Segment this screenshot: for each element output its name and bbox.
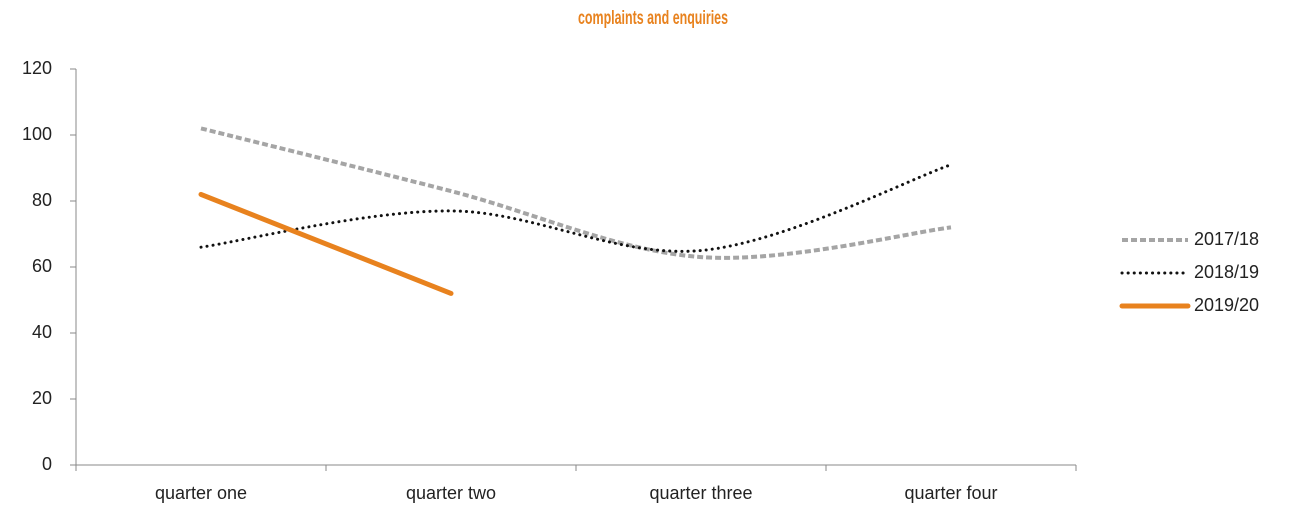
x-tick-label: quarter one [155, 483, 247, 503]
y-tick-label: 0 [42, 454, 52, 474]
series-line [200, 126, 952, 260]
y-tick-label: 80 [32, 190, 52, 210]
legend-label: 2019/20 [1194, 295, 1259, 315]
y-tick-label: 20 [32, 388, 52, 408]
series-line [198, 191, 454, 296]
x-tick-label: quarter two [406, 483, 496, 503]
legend-label: 2017/18 [1194, 229, 1259, 249]
x-tick-label: quarter three [649, 483, 752, 503]
y-tick-label: 60 [32, 256, 52, 276]
y-tick-label: 120 [22, 58, 52, 78]
y-tick-label: 40 [32, 322, 52, 342]
y-tick-label: 100 [22, 124, 52, 144]
x-tick-label: quarter four [904, 483, 997, 503]
legend-label: 2018/19 [1194, 262, 1259, 282]
chart-title: complaints and enquiries [578, 8, 728, 29]
series-line [199, 163, 953, 253]
